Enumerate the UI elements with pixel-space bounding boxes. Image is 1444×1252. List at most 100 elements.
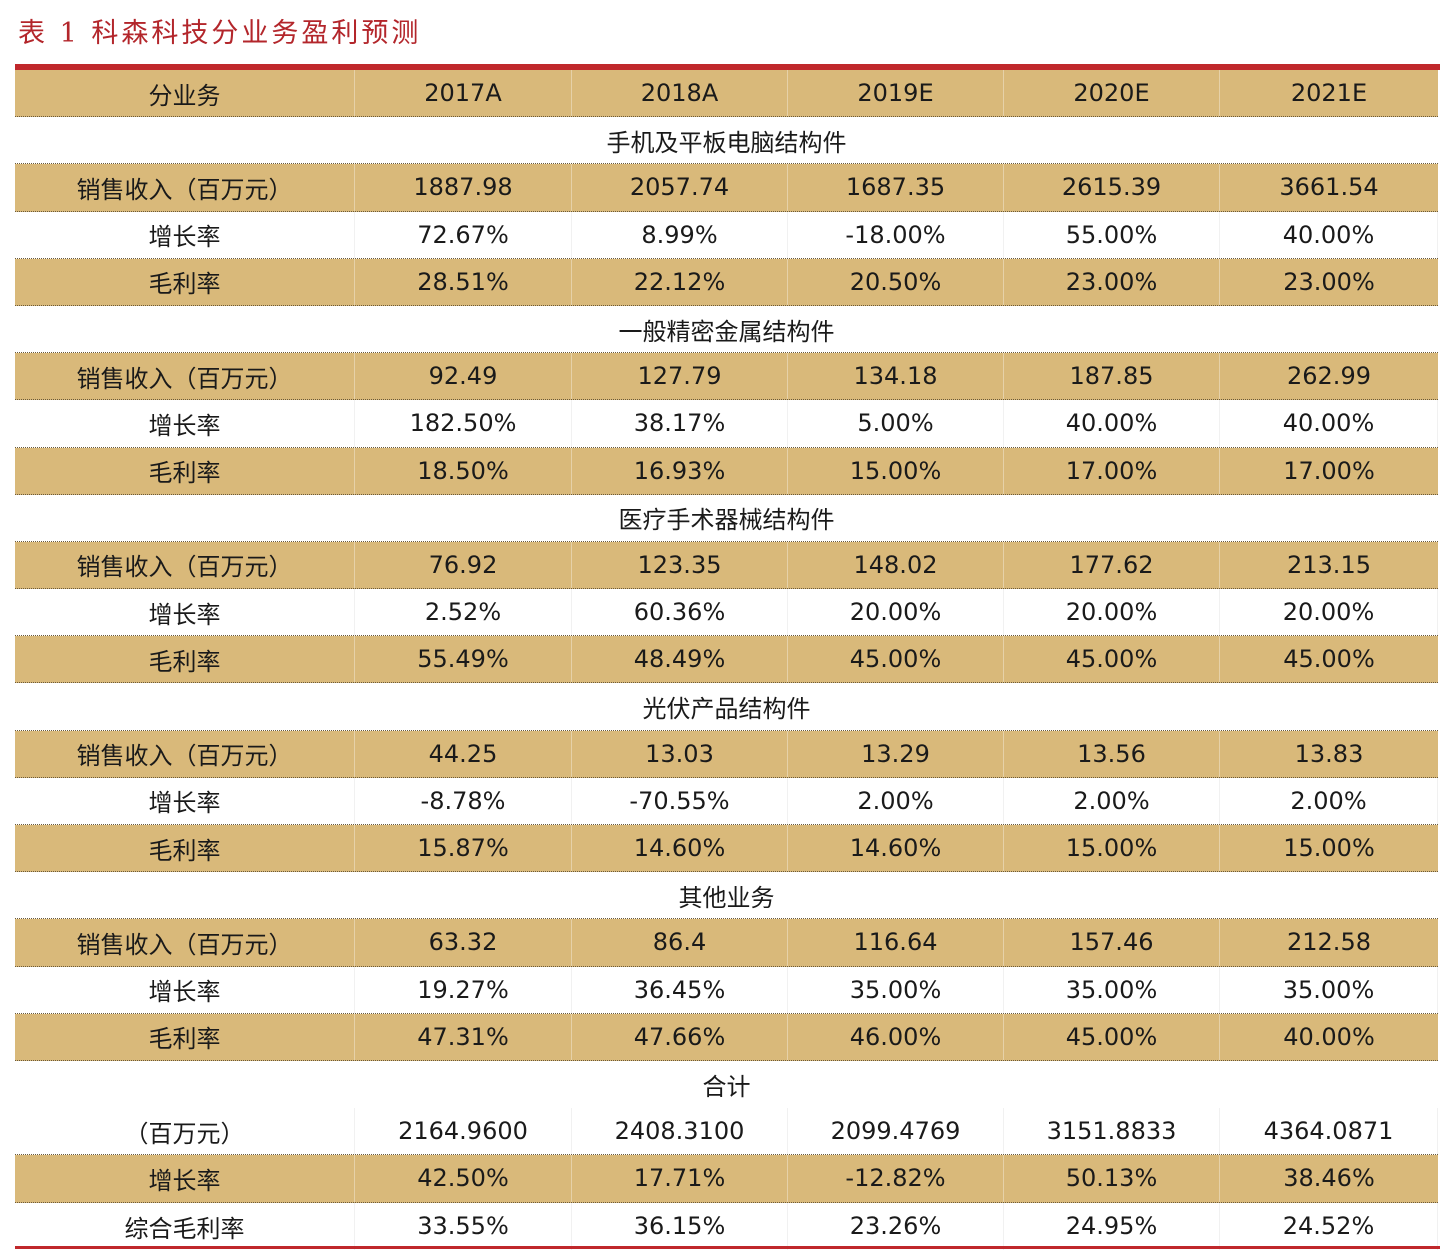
row-label: 销售收入（百万元）: [15, 541, 355, 589]
value-cell: 127.79: [572, 353, 788, 400]
row-label: 毛利率: [15, 825, 355, 872]
section-label: 合计: [702, 1073, 751, 1102]
value-cell: 116.64: [788, 919, 1004, 966]
table-row: 增长率 -8.78% -70.55% 2.00% 2.00% 2.00%: [15, 777, 1438, 825]
value-cell: 123.35: [572, 541, 788, 589]
value-cell: 24.95%: [1004, 1202, 1220, 1250]
value-cell: 15.00%: [788, 447, 1004, 494]
value-cell: -70.55%: [572, 777, 788, 824]
value-cell: 47.31%: [355, 1013, 572, 1060]
value-cell: 20.00%: [1220, 589, 1438, 636]
value-cell: 48.49%: [572, 636, 788, 683]
table-title: 表 1 科森科技分业务盈利预测: [18, 18, 422, 49]
segment-forecast-table: 分业务 2017A 2018A 2019E 2020E 2021E 手机及平板电…: [15, 70, 1438, 1250]
section-header-row: 手机及平板电脑结构件: [15, 117, 1438, 165]
value-cell: 2057.74: [572, 164, 788, 211]
value-cell: -8.78%: [355, 777, 572, 824]
row-label: 毛利率: [15, 447, 355, 494]
value-cell: 18.50%: [355, 447, 572, 494]
value-cell: 177.62: [1004, 541, 1220, 589]
value-cell: 15.87%: [355, 825, 572, 872]
section-label: 其他业务: [678, 883, 775, 912]
row-label: 增长率: [15, 400, 355, 447]
value-cell: 42.50%: [355, 1155, 572, 1202]
value-cell: 55.00%: [1004, 211, 1220, 258]
table-row: （百万元） 2164.9600 2408.3100 2099.4769 3151…: [15, 1108, 1438, 1156]
value-cell: 2408.3100: [572, 1108, 788, 1155]
row-label: 毛利率: [15, 636, 355, 683]
value-cell: 19.27%: [355, 966, 572, 1013]
value-cell: 3151.8833: [1004, 1108, 1220, 1155]
section-header-row: 其他业务: [15, 872, 1438, 920]
table-row: 增长率 19.27% 36.45% 35.00% 35.00% 35.00%: [15, 966, 1438, 1014]
header-cell-2018a: 2018A: [572, 70, 788, 117]
value-cell: 16.93%: [572, 447, 788, 494]
row-label: 销售收入（百万元）: [15, 353, 355, 400]
value-cell: 22.12%: [572, 258, 788, 305]
value-cell: 92.49: [355, 353, 572, 400]
row-label: 销售收入（百万元）: [15, 919, 355, 966]
section-label: 一般精密金属结构件: [618, 317, 835, 346]
table-row: 毛利率 55.49% 48.49% 45.00% 45.00% 45.00%: [15, 636, 1438, 684]
value-cell: 213.15: [1287, 550, 1371, 579]
value-cell: 38.46%: [1283, 1164, 1375, 1193]
value-cell: 40.00%: [1283, 1022, 1375, 1051]
value-cell: 5.00%: [788, 400, 1004, 447]
value-cell: 60.36%: [572, 589, 788, 636]
value-cell: 72.67%: [355, 211, 572, 258]
table-row: 毛利率 15.87% 14.60% 14.60% 15.00% 15.00%: [15, 825, 1438, 873]
row-label: 毛利率: [15, 258, 355, 305]
value-cell: 47.66%: [572, 1013, 788, 1060]
value-cell: 15.00%: [1283, 834, 1375, 863]
row-label: 增长率: [15, 589, 355, 636]
section-header-row: 医疗手术器械结构件: [15, 494, 1438, 542]
value-cell: -12.82%: [788, 1155, 1004, 1202]
value-cell: 55.49%: [355, 636, 572, 683]
value-cell: 2.00%: [788, 777, 1004, 824]
bottom-rule: [15, 1246, 1440, 1249]
value-cell: 2.00%: [1220, 777, 1438, 824]
table-row: 增长率 72.67% 8.99% -18.00% 55.00% 40.00%: [15, 211, 1438, 259]
value-cell: 38.17%: [572, 400, 788, 447]
table-row: 销售收入（百万元） 63.32 86.4 116.64 157.46 212.5…: [15, 919, 1438, 967]
value-cell: 2099.4769: [788, 1108, 1004, 1155]
row-label: 增长率: [15, 211, 355, 258]
value-cell: 46.00%: [788, 1013, 1004, 1060]
value-cell: 262.99: [1287, 362, 1371, 391]
value-cell: 134.18: [788, 353, 1004, 400]
value-cell: 23.00%: [1283, 267, 1375, 296]
value-cell: 35.00%: [1220, 966, 1438, 1013]
header-cell-2017a: 2017A: [355, 70, 572, 117]
row-label: （百万元）: [15, 1108, 355, 1155]
value-cell: 13.83: [1294, 739, 1364, 768]
value-cell: 40.00%: [1220, 400, 1438, 447]
value-cell: 45.00%: [1004, 1013, 1220, 1060]
value-cell: 45.00%: [1004, 636, 1220, 683]
value-cell: 1687.35: [788, 164, 1004, 211]
value-cell: 13.56: [1004, 730, 1220, 777]
table-row: 综合毛利率 33.55% 36.15% 23.26% 24.95% 24.52%: [15, 1202, 1438, 1250]
value-cell: 212.58: [1287, 928, 1371, 957]
value-cell: 14.60%: [572, 825, 788, 872]
section-label: 医疗手术器械结构件: [618, 506, 835, 535]
value-cell: 86.4: [572, 919, 788, 966]
table-row: 销售收入（百万元） 44.25 13.03 13.29 13.56 13.83: [15, 730, 1438, 778]
value-cell: 1887.98: [355, 164, 572, 211]
header-cell-2020e: 2020E: [1004, 70, 1220, 117]
value-cell: 187.85: [1004, 353, 1220, 400]
value-cell: 40.00%: [1220, 211, 1438, 258]
table-row: 毛利率 18.50% 16.93% 15.00% 17.00% 17.00%: [15, 447, 1438, 495]
header-cell-2019e: 2019E: [788, 70, 1004, 117]
value-cell: 2.52%: [355, 589, 572, 636]
value-cell: 23.26%: [788, 1202, 1004, 1250]
value-cell: 2615.39: [1004, 164, 1220, 211]
value-cell: 35.00%: [1004, 966, 1220, 1013]
value-cell: 17.00%: [1283, 456, 1375, 485]
value-cell: 20.00%: [1004, 589, 1220, 636]
value-cell: 14.60%: [788, 825, 1004, 872]
section-label: 手机及平板电脑结构件: [606, 128, 847, 157]
value-cell: 24.52%: [1220, 1202, 1438, 1250]
value-cell: 45.00%: [788, 636, 1004, 683]
value-cell: 15.00%: [1004, 825, 1220, 872]
value-cell: 3661.54: [1279, 173, 1379, 202]
